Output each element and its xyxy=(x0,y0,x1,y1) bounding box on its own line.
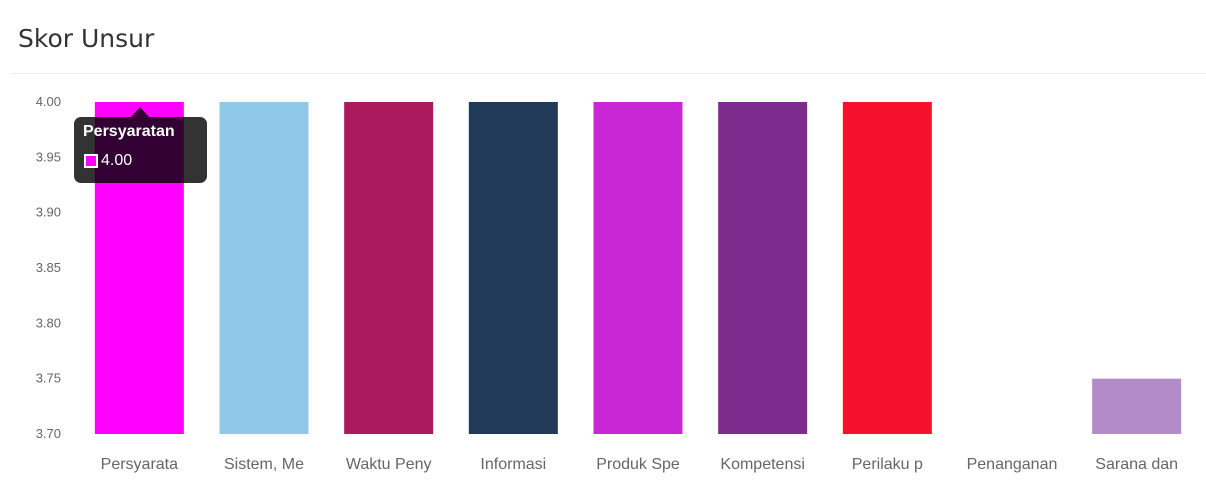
y-tick-label: 3.85 xyxy=(36,260,61,275)
x-tick-label: Sistem, Me xyxy=(224,456,304,473)
x-tick-label: Penanganan xyxy=(967,456,1058,473)
y-tick-label: 3.75 xyxy=(36,371,61,386)
bars xyxy=(94,102,1182,434)
x-tick-label: Persyarata xyxy=(101,456,178,473)
y-tick-label: 3.80 xyxy=(36,315,61,330)
tooltip-caret xyxy=(131,107,149,117)
bar-4[interactable] xyxy=(468,102,558,434)
x-tick-label: Sarana dan xyxy=(1095,456,1178,473)
y-tick-label: 4.00 xyxy=(36,94,61,109)
x-tick-label: Waktu Peny xyxy=(346,456,432,473)
tooltip-title: Persyaratan xyxy=(83,123,175,140)
tooltip-value: 4.00 xyxy=(101,152,133,169)
bar-2[interactable] xyxy=(219,102,309,434)
x-tick-label: Produk Spe xyxy=(596,456,680,473)
bar-6[interactable] xyxy=(718,102,808,434)
y-tick-label: 3.95 xyxy=(36,149,61,164)
x-tick-label: Informasi xyxy=(480,456,546,473)
x-axis: Persyarata Sistem, Me Waktu Peny Informasi P… xyxy=(101,456,1178,473)
tooltip-color-swatch xyxy=(84,154,98,168)
title-divider xyxy=(10,73,1206,74)
tooltip: Persyaratan 4.00 xyxy=(74,117,207,183)
bar-7[interactable] xyxy=(842,102,932,434)
y-tick-label: 3.90 xyxy=(36,205,61,220)
bar-9[interactable] xyxy=(1092,378,1182,434)
bar-5[interactable] xyxy=(593,102,683,434)
x-tick-label: Kompetensi xyxy=(720,456,805,473)
panel-title: Skor Unsur xyxy=(18,24,155,53)
y-axis: 4.00 3.95 3.90 3.85 3.80 3.75 3.70 xyxy=(36,94,61,441)
bar-3[interactable] xyxy=(344,102,434,434)
x-tick-label: Perilaku p xyxy=(852,456,923,473)
y-tick-label: 3.70 xyxy=(36,426,61,441)
